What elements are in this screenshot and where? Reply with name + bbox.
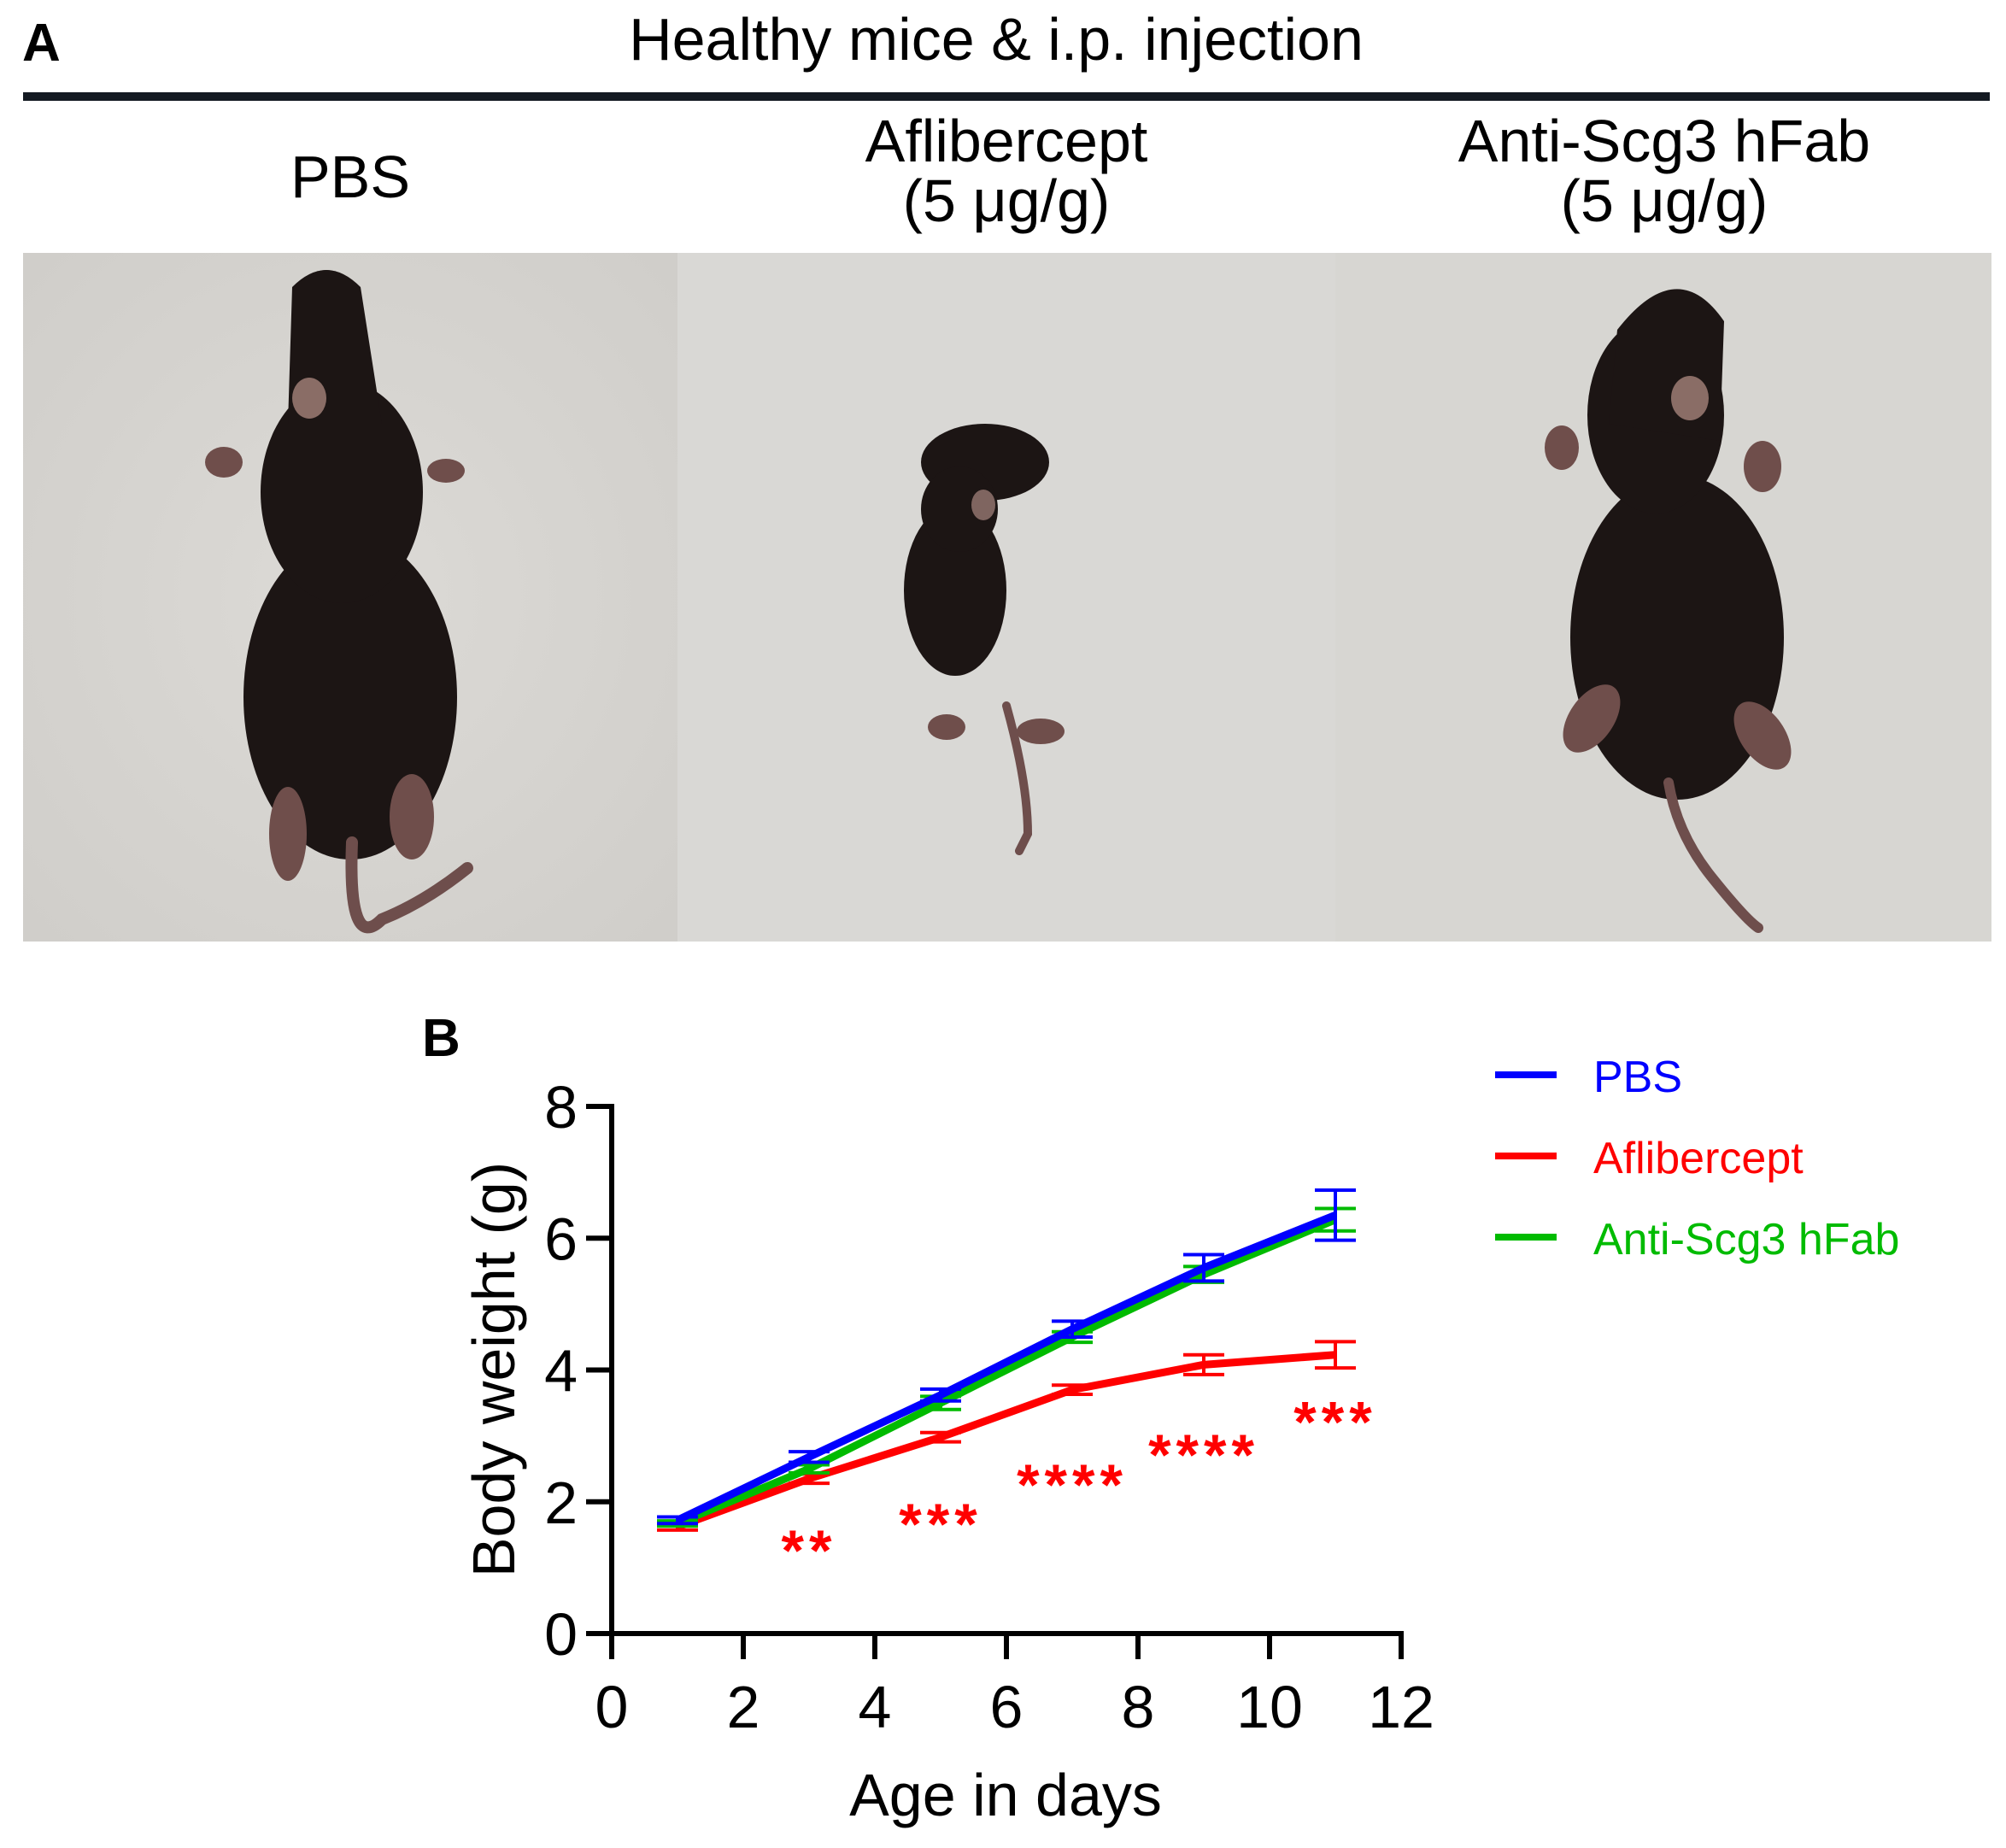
significance-marker: ** [782,1518,837,1583]
error-bar [1315,1188,1356,1242]
legend-item-pbs: PBS [1495,1053,1682,1102]
x-tick-label: 4 [859,1674,892,1740]
group-label-line1: Aflibercept [865,108,1148,174]
series-anti-scg3-hfab [657,1206,1356,1528]
y-tick-label: 4 [544,1338,578,1405]
x-axis-label: Age in days [849,1762,1162,1828]
significance-marker: **** [1017,1452,1128,1517]
significance-marker: *** [899,1492,982,1557]
panel-b-label: B [422,1009,460,1068]
error-bar [920,1387,961,1403]
group-label-line2: (5 μg/g) [1560,167,1768,234]
x-tick-label: 12 [1368,1674,1434,1740]
photo-pbs-mouse [23,253,677,942]
error-bar [1183,1352,1224,1376]
annotation-layer: ** ******* ******* [782,1389,1376,1583]
series-layer [657,1188,1356,1532]
x-tick-label: 0 [595,1674,629,1740]
header-divider [23,92,1990,101]
legend-label: PBS [1593,1053,1682,1102]
series-line [676,1351,1336,1531]
legend: PBS Aflibercept Anti-Scg3 hFab [1495,1053,1899,1264]
x-tick-label: 10 [1236,1674,1303,1740]
panel-a-title-text: Healthy mice & i.p. injection [629,6,1364,73]
group-label-line1: Anti-Scg3 hFab [1458,108,1871,174]
series-line [676,1211,1337,1524]
y-tick-label: 0 [544,1601,578,1668]
x-tick-label: 8 [1122,1674,1155,1740]
y-tick-label: 8 [544,1074,578,1141]
group-label-anti-scg3: Anti-Scg3 hFab (5 μg/g) [1335,111,1993,231]
y-tick-label: 2 [544,1470,578,1536]
x-tick-label: 6 [990,1674,1024,1740]
axes: 0 2 4 6 8 0 2 4 6 8 10 12 [544,1074,1434,1740]
error-bar [657,1515,698,1526]
series-aflibercept [657,1340,1356,1532]
error-bar [1052,1319,1093,1339]
group-label-line2: (5 μg/g) [902,167,1111,234]
panel-a-label: A [22,14,61,73]
legend-item-aflibercept: Aflibercept [1495,1134,1804,1183]
error-bar [1052,1383,1093,1397]
error-bar [789,1450,830,1464]
error-bar [1315,1340,1356,1370]
group-label-pbs: PBS [23,147,677,207]
significance-marker: *** [1293,1389,1376,1454]
y-axis-label: Body weight (g) [460,1162,527,1577]
series-pbs [657,1188,1356,1526]
photo-anti-scg3-mouse [1335,253,1991,942]
photo-aflibercept-mouse [677,253,1335,942]
legend-label: Anti-Scg3 hFab [1593,1215,1899,1264]
x-tick-label: 2 [727,1674,760,1740]
error-bar [920,1430,961,1444]
series-line [676,1216,1337,1528]
legend-item-anti-scg3-hfab: Anti-Scg3 hFab [1495,1215,1899,1264]
y-tick-label: 6 [544,1206,578,1272]
group-label-line1: PBS [290,144,411,210]
significance-marker: **** [1148,1423,1259,1487]
error-bar [1183,1253,1224,1283]
group-label-aflibercept: Aflibercept (5 μg/g) [677,111,1335,231]
legend-label: Aflibercept [1593,1134,1804,1183]
panel-a-title: Healthy mice & i.p. injection [0,7,2006,73]
